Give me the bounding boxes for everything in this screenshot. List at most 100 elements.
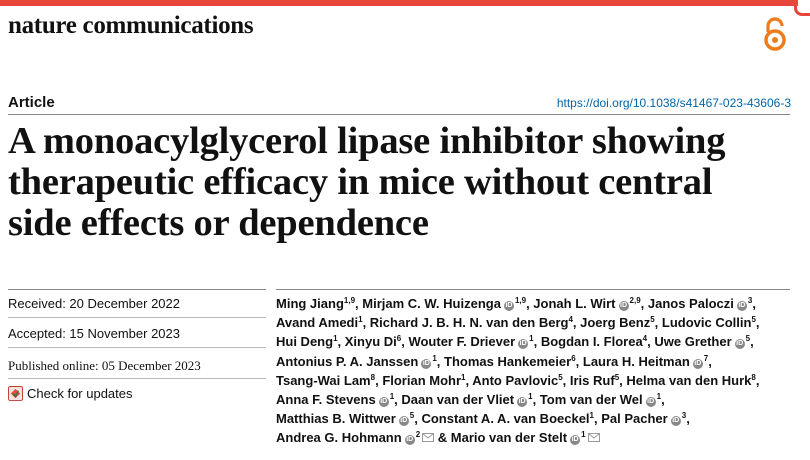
affiliation-number: 1,9 xyxy=(514,296,527,305)
email-icon[interactable] xyxy=(587,433,600,443)
affiliation-number: 5 xyxy=(558,372,563,382)
author-line: Avand Amedi1, Richard J. B. H. N. van de… xyxy=(276,315,760,331)
affiliation-number: 6 xyxy=(396,334,402,344)
author-line: Ming Jiang1,9, Mirjam C. W. Huizenga iD1,… xyxy=(276,296,756,311)
orcid-icon[interactable]: iD xyxy=(518,339,529,350)
affiliation-number: 1 xyxy=(529,334,534,344)
author[interactable]: Andrea G. Hohmann iD2 xyxy=(276,430,435,446)
author[interactable]: Hui Deng1 xyxy=(276,334,338,349)
author[interactable]: Ludovic Collin5 xyxy=(662,315,756,330)
author[interactable]: Matthias B. Wittwer iD5 xyxy=(276,411,414,427)
affiliation-number: 1 xyxy=(581,430,586,440)
affiliation-number: 1 xyxy=(656,392,662,402)
affiliation-number: 5 xyxy=(650,315,655,325)
author[interactable]: Laura H. Heitman iD7 xyxy=(583,354,708,369)
corner-accent xyxy=(794,0,810,16)
orcid-icon[interactable]: iD xyxy=(398,416,409,427)
author[interactable]: Avand Amedi1 xyxy=(276,315,363,330)
orcid-icon[interactable]: iD xyxy=(670,416,681,427)
author-line: Andrea G. Hohmann iD2 & Mario van der Ste… xyxy=(276,428,760,447)
author[interactable]: Antonius P. A. Janssen iD1 xyxy=(276,354,437,369)
article-title: A monoacylglycerol lipase inhibitor show… xyxy=(8,121,798,244)
affiliation-number: 8 xyxy=(370,372,376,382)
affiliation-number: 1 xyxy=(589,411,594,421)
meta-divider xyxy=(8,317,266,318)
author-name: Mario van der Stelt xyxy=(450,430,568,446)
affiliation-number: 5 xyxy=(614,372,620,382)
orcid-icon[interactable]: iD xyxy=(404,435,415,446)
affiliation-number: 4 xyxy=(568,315,573,325)
meta-divider xyxy=(8,378,266,379)
orcid-icon[interactable]: iD xyxy=(570,435,581,446)
author[interactable]: Mirjam C. W. Huizenga iD1,9 xyxy=(362,296,526,311)
author-line: Antonius P. A. Janssen iD1, Thomas Hankem… xyxy=(276,353,712,369)
author[interactable]: Daan van der Vliet iD1 xyxy=(401,392,533,408)
author-list: Ming Jiang1,9, Mirjam C. W. Huizenga iD1,… xyxy=(276,294,760,448)
orcid-icon[interactable]: iD xyxy=(734,339,745,350)
check-for-updates-label: Check for updates xyxy=(27,386,133,401)
article-type: Article xyxy=(8,94,55,111)
author-name: Uwe Grether xyxy=(654,334,732,350)
author[interactable]: Iris Ruf5 xyxy=(570,373,619,388)
journal-name[interactable]: nature communications xyxy=(8,12,254,39)
author-line: Tsang-Wai Lam8, Florian Mohr1, Anto Pavl… xyxy=(276,372,760,388)
author-name: Constant A. A. van Boeckel xyxy=(421,411,590,427)
orcid-icon[interactable]: iD xyxy=(645,397,656,408)
author[interactable]: Tsang-Wai Lam8 xyxy=(276,373,375,388)
author[interactable]: Constant A. A. van Boeckel1 xyxy=(421,411,594,426)
author[interactable]: Pal Pacher iD3 xyxy=(601,411,687,427)
author-name: Iris Ruf xyxy=(569,372,615,388)
author[interactable]: Ming Jiang1,9 xyxy=(276,296,355,311)
author[interactable]: Bogdan I. Florea4 xyxy=(541,334,647,349)
author[interactable]: Thomas Hankemeier6 xyxy=(444,354,576,369)
orcid-icon[interactable]: iD xyxy=(421,358,432,369)
affiliation-number: 1 xyxy=(461,372,466,382)
author-name: Matthias B. Wittwer xyxy=(276,411,396,427)
author[interactable]: Jonah L. Wirt iD2,9 xyxy=(533,296,641,311)
author-name: Tsang-Wai Lam xyxy=(276,372,371,388)
author-name: Tom van der Wel xyxy=(539,392,643,408)
author[interactable]: Uwe Grether iD5 xyxy=(654,334,751,350)
author-name: Ludovic Collin xyxy=(661,315,752,331)
author-name: Antonius P. A. Janssen xyxy=(276,353,419,369)
author[interactable]: Janos Paloczi iD3 xyxy=(648,296,752,311)
author[interactable]: Xinyu Di6 xyxy=(345,334,401,349)
orcid-icon[interactable]: iD xyxy=(503,301,514,311)
affiliation-number: 7 xyxy=(703,353,709,363)
affiliation-number: 6 xyxy=(571,353,576,363)
check-for-updates-button[interactable]: Check for updates xyxy=(8,386,133,401)
meta-divider xyxy=(8,347,266,348)
affiliation-number: 1,9 xyxy=(343,296,356,305)
affiliation-number: 5 xyxy=(745,334,751,344)
orcid-icon[interactable]: iD xyxy=(517,397,528,408)
affiliation-number: 3 xyxy=(747,296,753,305)
email-icon[interactable] xyxy=(422,433,435,443)
author[interactable]: Anna F. Stevens iD1 xyxy=(276,392,394,408)
orcid-icon[interactable]: iD xyxy=(618,301,629,311)
journal-top-bar xyxy=(0,0,798,6)
author-line: Hui Deng1, Xinyu Di6, Wouter F. Driever i… xyxy=(276,334,754,350)
affiliation-number: 1 xyxy=(432,353,437,363)
authors-divider xyxy=(276,289,790,290)
author-line: Anna F. Stevens iD1, Daan van der Vliet iD… xyxy=(276,392,665,408)
author-name: Janos Paloczi xyxy=(647,296,734,311)
author-name: Laura H. Heitman xyxy=(582,353,690,369)
author[interactable]: Florian Mohr1 xyxy=(382,373,465,388)
doi-link[interactable]: https://doi.org/10.1038/s41467-023-43606… xyxy=(556,96,791,110)
open-access-icon xyxy=(764,17,786,51)
author-name: Avand Amedi xyxy=(276,315,359,331)
affiliation-number: 3 xyxy=(681,411,687,421)
author[interactable]: Richard J. B. H. N. van den Berg4 xyxy=(370,315,573,330)
orcid-icon[interactable]: iD xyxy=(378,397,389,408)
author[interactable]: Tom van der Wel iD1 xyxy=(539,392,662,408)
orcid-icon[interactable]: iD xyxy=(736,301,747,311)
author[interactable]: Anto Pavlovic5 xyxy=(472,373,562,388)
author[interactable]: Joerg Benz5 xyxy=(580,315,655,330)
affiliation-number: 2 xyxy=(415,430,421,440)
author[interactable]: Mario van der Stelt iD1 xyxy=(450,430,600,446)
author-name: Richard J. B. H. N. van den Berg xyxy=(369,315,569,331)
author-name: Daan van der Vliet xyxy=(401,392,515,408)
author[interactable]: Wouter F. Driever iD1 xyxy=(408,334,534,350)
author[interactable]: Helma van den Hurk8 xyxy=(626,373,755,388)
orcid-icon[interactable]: iD xyxy=(692,358,703,369)
